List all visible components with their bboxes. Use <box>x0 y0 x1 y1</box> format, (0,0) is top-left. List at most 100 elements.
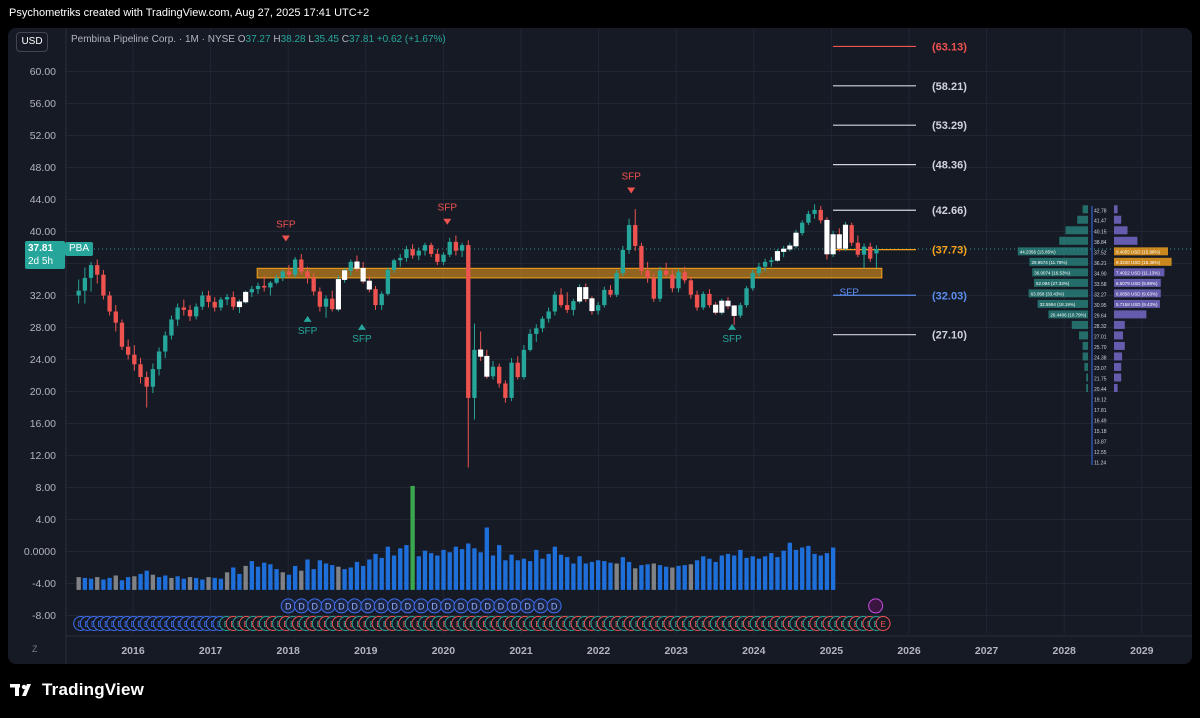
candle-body <box>800 222 805 234</box>
vp-left-bar <box>1032 268 1088 277</box>
candle-body <box>422 245 428 251</box>
vp-left-label: 44.2356 (15.85%) <box>1020 249 1056 254</box>
vp-right-bar <box>1114 383 1118 392</box>
vp-level-label: 36.21 <box>1094 261 1107 267</box>
top-credit-bar: Psychometriks created with TradingView.c… <box>0 0 1200 28</box>
dividend-marker-label: D <box>351 601 358 611</box>
candle-body <box>373 289 378 306</box>
volume-bar <box>385 546 391 590</box>
vp-level-label: 23.07 <box>1094 366 1107 372</box>
volume-bar <box>565 557 570 590</box>
candle-body <box>398 257 403 261</box>
vp-left-label: 52.094 (27.33%) <box>1036 281 1070 286</box>
vp-left-label: 29.9574 (11.78%) <box>1032 260 1068 265</box>
candle-body <box>868 246 873 259</box>
vp-level-label: 24.38 <box>1094 355 1107 361</box>
volume-bar <box>367 559 372 590</box>
candle-body <box>150 369 156 387</box>
candle-body <box>738 305 743 316</box>
dividend-marker-label: D <box>418 601 425 611</box>
supply-demand-zone <box>256 267 883 279</box>
volume-bar <box>150 574 156 590</box>
vp-left-bar <box>1082 341 1088 350</box>
vp-left-label: 63.058 (33.43%) <box>1031 291 1065 296</box>
tradingview-logo[interactable]: TradingView <box>10 680 144 702</box>
candle-body <box>212 301 217 308</box>
candle-body <box>731 305 737 316</box>
fib-level-label: (53.29) <box>932 120 967 132</box>
volume-bar <box>194 577 199 590</box>
candle-body <box>744 288 749 306</box>
dividend-marker-label: D <box>405 601 412 611</box>
candle-body <box>243 291 249 303</box>
volume-bar <box>830 547 836 590</box>
volume-bar <box>583 563 588 590</box>
vp-right-bar <box>1114 268 1165 277</box>
candle-body <box>503 383 508 398</box>
fib-level-label: (32.03) <box>932 290 967 302</box>
candle-body <box>466 245 471 398</box>
candle-body <box>453 241 459 251</box>
volume-bar <box>101 579 106 590</box>
vp-left-bar <box>1028 289 1088 298</box>
vp-right-label: 9.3220 USD (15.46%) <box>1116 260 1161 265</box>
volume-bar <box>608 562 613 590</box>
volume-bar <box>299 570 304 590</box>
sfp-up-marker <box>303 315 312 322</box>
vp-level-label: 42.78 <box>1094 208 1107 214</box>
vp-right-bar <box>1114 289 1161 298</box>
volume-bar <box>404 545 409 590</box>
ticker-tag: PBA <box>65 242 94 256</box>
vp-right-label: 6.0858 USD (9.63%) <box>1116 291 1158 296</box>
vp-level-label: 11.24 <box>1094 461 1106 467</box>
candle-body <box>558 294 564 306</box>
high-label: H <box>273 34 281 45</box>
volume-bar <box>441 549 446 590</box>
open-value: 37.27 <box>245 34 271 45</box>
price-chart-svg[interactable]: 60.0056.0052.0048.0044.0040.0036.0032.00… <box>8 28 1192 664</box>
zoom-button[interactable]: Z <box>32 644 38 654</box>
volume-bar <box>527 561 533 590</box>
candle-body <box>534 328 539 334</box>
volume-bar <box>237 573 242 590</box>
vp-left-bar <box>1086 383 1088 392</box>
dividend-marker-label: D <box>285 601 292 611</box>
volume-bar <box>725 553 731 590</box>
candle-body <box>360 267 366 282</box>
vp-level-label: 25.70 <box>1094 345 1107 351</box>
candle-body <box>311 277 316 292</box>
candle-body <box>274 277 279 283</box>
candle-body <box>626 225 632 250</box>
candle-body <box>138 364 143 378</box>
volume-bar <box>354 561 360 590</box>
currency-button[interactable]: USD <box>16 32 48 52</box>
candle-body <box>651 277 656 299</box>
volume-bar <box>435 555 440 590</box>
candle-body <box>602 289 607 306</box>
candle-body <box>132 354 137 365</box>
vp-right-bar <box>1114 257 1172 266</box>
candle-body <box>521 349 527 378</box>
sfp-up-marker <box>728 323 737 330</box>
x-tick-label: 2021 <box>509 645 533 657</box>
vp-left-bar <box>1077 215 1088 224</box>
candle-body <box>701 293 706 308</box>
chart-pane[interactable]: 60.0056.0052.0048.0044.0040.0036.0032.00… <box>8 28 1192 664</box>
vp-left-bar <box>1071 320 1088 329</box>
dividend-marker-label: D <box>511 601 518 611</box>
vp-level-label: 34.90 <box>1094 271 1107 277</box>
x-tick-label: 2024 <box>742 645 766 657</box>
y-tick-label: 56.00 <box>30 98 56 110</box>
volume-bar <box>633 568 638 590</box>
candle-body <box>614 273 619 295</box>
volume-bar <box>274 569 279 590</box>
candle-body <box>299 259 304 272</box>
volume-bar <box>218 578 224 590</box>
candle-body <box>806 213 811 223</box>
sfp-down-marker <box>627 187 636 194</box>
candle-body <box>317 291 323 307</box>
sfp-label: SFP <box>352 334 372 345</box>
candle-body <box>169 319 174 336</box>
vp-left-label: 26.4406 (10.79%) <box>1050 312 1086 317</box>
volume-bar <box>750 556 755 590</box>
